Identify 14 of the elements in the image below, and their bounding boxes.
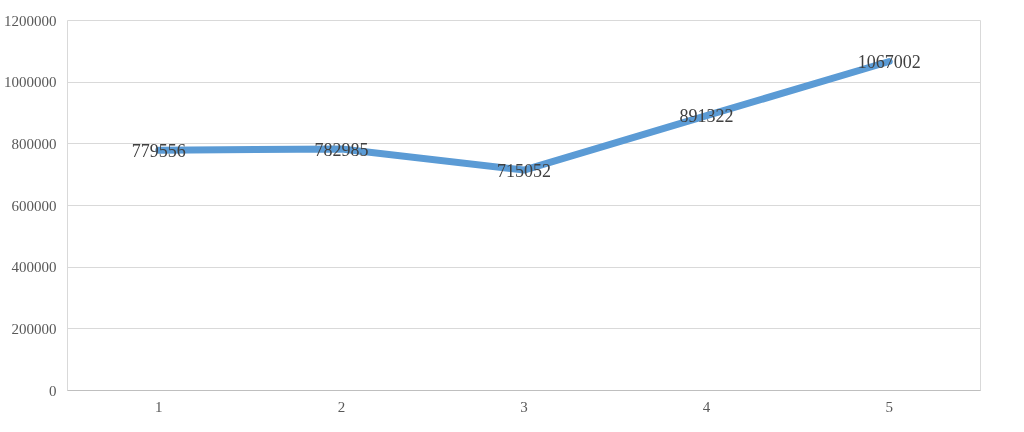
x-tick-label: 4 [702,398,711,415]
y-tick-label: 1000000 [4,74,57,91]
y-tick-label: 400000 [11,259,57,276]
x-tick-label: 2 [337,398,346,415]
x-tick-label: 1 [155,398,163,415]
x-tick-label: 5 [885,398,893,415]
y-tick-label: 800000 [11,135,57,152]
data-label: 715052 [497,160,551,181]
y-tick-label: 1200000 [4,12,57,29]
y-tick-label: 200000 [11,320,57,337]
data-label: 779556 [131,140,186,161]
y-tick-label: 600000 [11,197,57,214]
x-tick-label: 3 [520,398,528,415]
y-tick-label: 0 [49,382,57,399]
